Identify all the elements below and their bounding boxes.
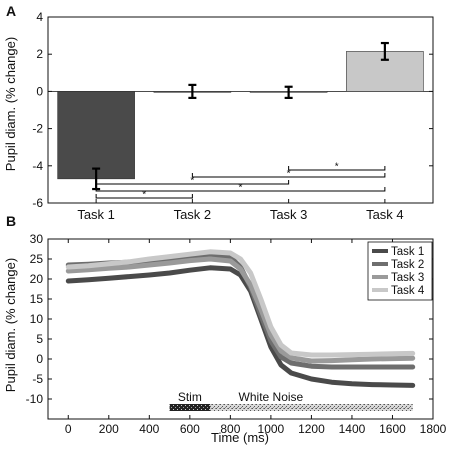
panel-a-ytick-label: 2 [36, 47, 43, 61]
significance-bracket [191, 173, 386, 178]
legend-label-task-3: Task 3 [391, 272, 424, 284]
panel-b-xtick-label: 0 [65, 422, 72, 436]
panel-b-ytick-label: 10 [30, 312, 44, 326]
legend-label-task-4: Task 4 [391, 285, 425, 297]
panel-b-xtick-label: 1200 [298, 422, 325, 436]
panel-b-xtick-label: 1400 [339, 422, 366, 436]
panel-b-xtick-label: 1600 [379, 422, 406, 436]
panel-b-ytick-label: 0 [36, 352, 43, 366]
series-line-task-3 [65, 256, 416, 364]
significance-asterisk: * [287, 169, 291, 180]
series-line-task-4 [65, 249, 416, 358]
panel-b-ylabel: Pupil diam. (% change) [3, 258, 18, 392]
significance-bracket [288, 166, 386, 171]
panel-a-error-bars [92, 41, 389, 191]
panel-a-ylabel: Pupil diam. (% change) [3, 37, 18, 171]
panel-a-plot-frame [47, 16, 434, 204]
panel-a-bars [57, 51, 424, 180]
panel-b-annotations: Stim White Noise [169, 390, 413, 411]
panel-b-plot-frame [47, 238, 434, 420]
white-noise-label: White Noise [239, 390, 304, 404]
panel-a-ytick-label: -4 [32, 159, 43, 173]
panel-b-ytick-label: 20 [30, 272, 44, 286]
panel-b-xtick-label: 800 [220, 422, 240, 436]
panel-b-ytick-label: -5 [32, 372, 43, 386]
panel-a-category-label: Task 3 [270, 207, 308, 222]
panel-b-xtick-label: 1800 [420, 422, 447, 436]
panel-b-ytick-label: -10 [26, 392, 44, 406]
panel-b-xlabel: Time (ms) [211, 430, 269, 445]
panel-b-series [65, 249, 416, 388]
significance-bracket [95, 180, 290, 185]
panel-b-xtick-label: 400 [139, 422, 159, 436]
panel-b-ytick-label: 25 [30, 252, 44, 266]
panel-a-category-label: Task 4 [366, 207, 404, 222]
panel-a-category-label: Task 1 [77, 207, 115, 222]
panel-a-ytick-label: 0 [36, 84, 43, 98]
legend-label-task-1: Task 1 [391, 246, 424, 258]
significance-bracket [95, 194, 193, 199]
panel-a-ytick-label: 4 [36, 10, 43, 24]
panel-b-xtick-label: 600 [180, 422, 200, 436]
panel-a-ytick-label: -6 [32, 196, 43, 210]
panel-b-y-axis: -10 -5 0 5 10 15 20 25 30 [26, 232, 433, 406]
significance-bracket [95, 187, 386, 192]
panel-b-letter: B [6, 213, 16, 229]
panel-b-ytick-label: 15 [30, 292, 44, 306]
white-noise-bar [210, 404, 413, 411]
panel-b-x-axis: 0 200 400 600 800 1000 1200 1400 1600 1800 [65, 239, 447, 436]
panel-b-ytick-label: 5 [36, 332, 43, 346]
panel-a-x-axis: Task 1 Task 2 Task 3 Task 4 [77, 199, 404, 222]
panel-b-xtick-label: 200 [99, 422, 119, 436]
panel-b-ytick-label: 30 [30, 232, 44, 246]
significance-asterisk: * [190, 176, 194, 187]
stim-label: Stim [178, 390, 202, 404]
bar-task-1 [57, 91, 135, 180]
legend-label-task-2: Task 2 [391, 259, 424, 271]
significance-asterisk: * [239, 183, 243, 194]
panel-a-ytick-label: -2 [32, 122, 43, 136]
significance-asterisk: * [335, 162, 339, 173]
panel-a-significance: * * * * * [95, 162, 386, 201]
panel-a-category-label: Task 2 [174, 207, 212, 222]
panel-b-xtick-label: 1000 [258, 422, 285, 436]
stim-bar [169, 404, 211, 411]
panel-a-letter: A [6, 3, 16, 19]
significance-asterisk: * [142, 190, 146, 201]
